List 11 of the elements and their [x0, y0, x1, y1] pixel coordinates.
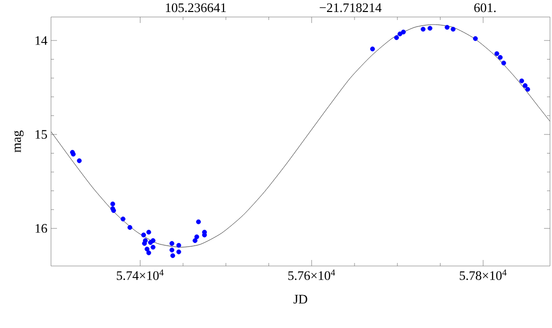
x-axis-title: JD [294, 294, 308, 304]
x-tick-label: 5.76×10$^{4}$ [288, 270, 336, 280]
text: −21.718214 [320, 3, 382, 12]
text: 105.236641 [166, 3, 226, 12]
y-tick-label: 14 [36, 36, 48, 45]
y-tick-label: 16 [36, 224, 48, 233]
y-tick-label: 15 [36, 130, 47, 139]
x-tick-label: 5.78×10$^{4}$ [460, 270, 507, 280]
text: 601. [474, 3, 496, 12]
x-tick-label: 5.74×10$^{4}$ [116, 270, 164, 280]
y-axis-title: mag [14, 130, 24, 152]
